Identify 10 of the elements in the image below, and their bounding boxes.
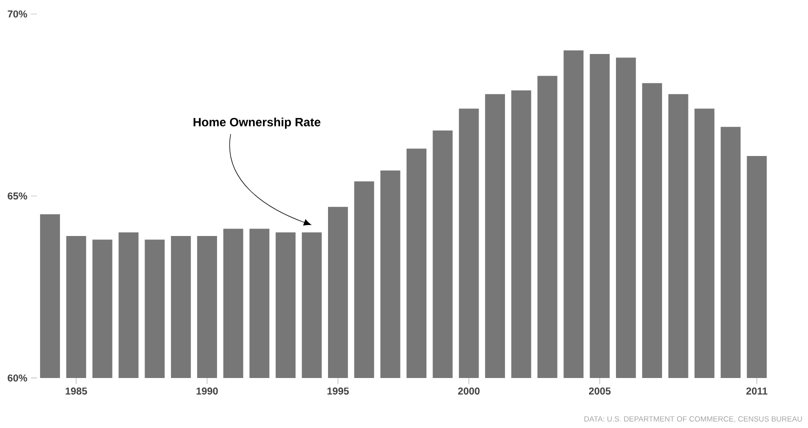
annotation: Home Ownership Rate	[194, 118, 320, 129]
y-tick-label: 60%	[8, 374, 28, 382]
x-tick-label: 1995	[327, 388, 349, 395]
x-tick-label: 2000	[458, 388, 480, 395]
y-tick-label: 70%	[8, 10, 28, 18]
y-tick-label: 65%	[8, 192, 28, 200]
x-tick-label: 1990	[196, 388, 218, 395]
x-tick-label: 1985	[66, 388, 88, 395]
x-tick-label: 2011	[746, 388, 768, 395]
x-tick-label: 2005	[588, 388, 611, 395]
